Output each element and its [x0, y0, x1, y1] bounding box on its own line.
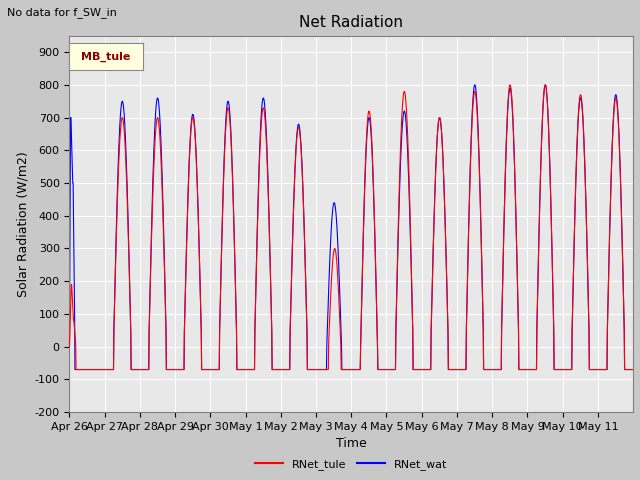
Text: No data for f_SW_in: No data for f_SW_in	[7, 7, 117, 18]
Legend: RNet_tule, RNet_wat: RNet_tule, RNet_wat	[251, 455, 452, 474]
X-axis label: Time: Time	[336, 437, 367, 450]
Y-axis label: Solar Radiation (W/m2): Solar Radiation (W/m2)	[16, 151, 29, 297]
Title: Net Radiation: Net Radiation	[300, 15, 403, 30]
